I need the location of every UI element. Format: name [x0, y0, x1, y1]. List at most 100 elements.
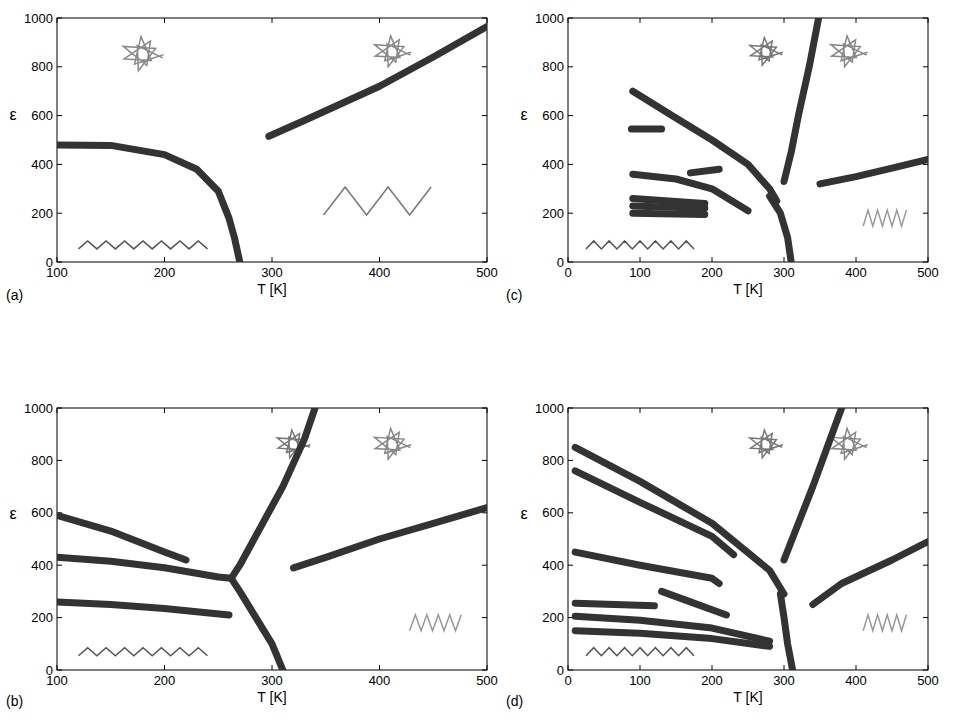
- y-tick-label: 0: [46, 255, 53, 270]
- y-tick: [57, 115, 62, 116]
- x-tick: [784, 257, 785, 262]
- x-tick: [164, 665, 165, 670]
- x-tick: [928, 18, 929, 23]
- phase-boundary: [575, 552, 719, 583]
- x-tick: [856, 257, 857, 262]
- x-tick: [640, 408, 641, 413]
- y-tick-label: 0: [557, 663, 564, 678]
- x-tick: [928, 665, 929, 670]
- phase-boundary: [813, 542, 928, 605]
- x-tick: [379, 408, 380, 413]
- x-tick-label: 400: [845, 265, 867, 280]
- plot-frame: [568, 18, 928, 262]
- y-tick: [57, 213, 62, 214]
- data-group: [57, 408, 487, 670]
- y-axis-title: ε: [520, 505, 527, 522]
- y-tick-label: 600: [31, 505, 53, 520]
- y-tick-label: 800: [31, 59, 53, 74]
- x-tick-label: 400: [369, 265, 391, 280]
- y-tick: [568, 512, 573, 513]
- panel: 10020030040050002004006008001000T [K]ε(b…: [6, 401, 498, 710]
- data-group: [631, 18, 928, 262]
- y-tick-label: 800: [542, 59, 564, 74]
- x-tick-label: 100: [629, 673, 651, 688]
- y-tick: [482, 164, 487, 165]
- y-tick-label: 1000: [24, 11, 53, 26]
- x-tick-label: 300: [261, 265, 283, 280]
- x-tick-label: 400: [369, 673, 391, 688]
- x-tick: [487, 665, 488, 670]
- conformation-sketch: [750, 430, 783, 458]
- y-tick: [923, 617, 928, 618]
- y-tick: [923, 460, 928, 461]
- y-tick-label: 600: [31, 108, 53, 123]
- x-tick-label: 300: [773, 265, 795, 280]
- y-tick: [568, 670, 573, 671]
- x-tick: [856, 18, 857, 23]
- x-tick: [272, 665, 273, 670]
- plot-frame: [57, 18, 487, 262]
- y-tick: [57, 670, 62, 671]
- y-tick: [482, 460, 487, 461]
- conformation-sketch: [586, 241, 694, 249]
- x-tick-label: 200: [701, 673, 723, 688]
- phase-boundary: [575, 631, 769, 647]
- y-tick-label: 600: [542, 505, 564, 520]
- x-tick: [712, 665, 713, 670]
- x-tick-label: 300: [261, 673, 283, 688]
- y-tick-label: 400: [31, 558, 53, 573]
- x-axis-title: T [K]: [733, 689, 762, 705]
- conformation-sketch: [123, 37, 163, 71]
- x-tick: [568, 257, 569, 262]
- phase-boundary: [770, 196, 792, 262]
- panel-label: (a): [6, 287, 23, 303]
- x-tick: [379, 257, 380, 262]
- x-tick: [856, 665, 857, 670]
- y-tick: [568, 18, 573, 19]
- x-tick-label: 200: [154, 673, 176, 688]
- x-tick: [272, 257, 273, 262]
- y-tick-label: 200: [31, 610, 53, 625]
- x-tick: [640, 665, 641, 670]
- y-tick: [57, 460, 62, 461]
- phase-boundary: [780, 594, 792, 670]
- y-tick: [482, 66, 487, 67]
- y-tick-label: 200: [542, 610, 564, 625]
- y-tick: [568, 213, 573, 214]
- y-tick: [57, 18, 62, 19]
- y-tick: [482, 18, 487, 19]
- x-tick: [568, 18, 569, 23]
- phase-boundary: [633, 174, 748, 211]
- y-tick: [568, 262, 573, 263]
- data-group: [575, 408, 928, 670]
- x-tick: [379, 18, 380, 23]
- panel: 010020030040050002004006008001000T [K]ε(…: [506, 11, 939, 304]
- phase-boundary: [57, 602, 229, 615]
- phase-boundary: [575, 471, 733, 555]
- phase-boundary: [690, 169, 719, 173]
- x-tick: [712, 257, 713, 262]
- x-tick: [784, 665, 785, 670]
- conformation-sketch: [831, 428, 868, 459]
- phase-boundary: [269, 27, 487, 137]
- x-axis-title: T [K]: [733, 281, 762, 297]
- y-tick: [482, 213, 487, 214]
- conformation-sketch: [586, 648, 694, 656]
- y-tick: [482, 670, 487, 671]
- phase-boundary: [784, 408, 842, 560]
- x-tick: [272, 18, 273, 23]
- x-tick-label: 500: [917, 265, 939, 280]
- y-tick: [568, 164, 573, 165]
- conformation-sketch: [750, 38, 783, 66]
- x-tick: [57, 665, 58, 670]
- x-axis-title: T [K]: [257, 281, 286, 297]
- conformation-sketch: [79, 241, 208, 249]
- plot-frame: [57, 408, 487, 670]
- y-tick: [568, 66, 573, 67]
- y-tick: [923, 512, 928, 513]
- y-tick-label: 400: [542, 558, 564, 573]
- x-tick: [784, 18, 785, 23]
- y-tick-label: 200: [31, 206, 53, 221]
- x-tick-label: 0: [564, 673, 571, 688]
- x-tick-label: 400: [845, 673, 867, 688]
